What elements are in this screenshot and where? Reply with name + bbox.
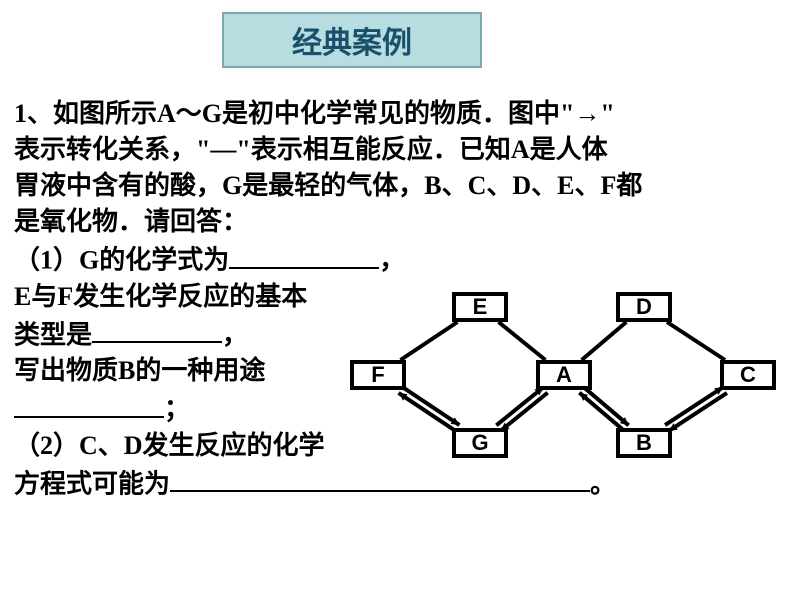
blank-1 [229, 240, 379, 269]
line-4: 是氧化物．请回答： [14, 204, 786, 240]
section-title: 经典案例 [222, 12, 482, 68]
node-D: D [616, 292, 672, 322]
node-A: A [536, 360, 592, 390]
line-11a: 方程式可能为 [14, 469, 170, 498]
line-11b: 。 [590, 469, 616, 498]
node-F: F [350, 360, 406, 390]
line-5: （1）G的化学式为 ， [14, 240, 786, 279]
line-2: 表示转化关系，"—"表示相互能反应．已知A是人体 [14, 132, 786, 168]
line-9b: ； [164, 395, 190, 424]
line-7b: ， [222, 320, 248, 349]
line-3: 胃液中含有的酸，G是最轻的气体，B、C、D、E、F都 [14, 168, 786, 204]
line-5a: （1）G的化学式为 [14, 246, 229, 275]
node-E: E [452, 292, 508, 322]
line-1: 1、如图所示A～G是初中化学常见的物质．图中"→" [14, 96, 786, 132]
node-G: G [452, 428, 508, 458]
blank-3 [14, 389, 164, 418]
blank-2 [92, 315, 222, 344]
line-5b: ， [379, 246, 405, 275]
reaction-diagram: E D F A C G B [318, 280, 788, 470]
node-B: B [616, 428, 672, 458]
node-C: C [720, 360, 776, 390]
line-7a: 类型是 [14, 320, 92, 349]
section-title-text: 经典案例 [292, 18, 412, 62]
